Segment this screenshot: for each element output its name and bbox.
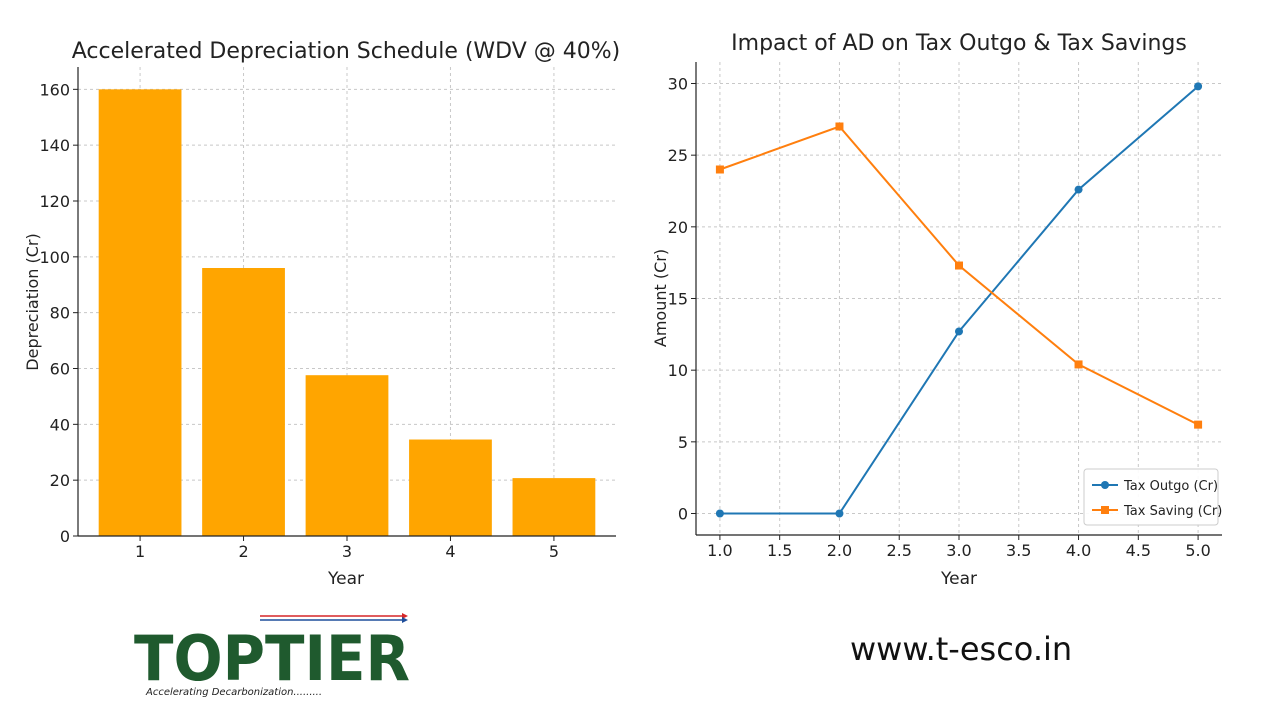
y-tick-label: 100 — [39, 248, 70, 267]
x-tick-label: 5 — [549, 542, 559, 561]
data-point — [835, 122, 844, 131]
series-line-tax-outgo — [719, 85, 1199, 515]
bar-chart-x-ticks: 1 2 3 4 5 — [135, 536, 559, 561]
data-point — [1194, 82, 1203, 91]
logo-wordmark: TOPTIER — [134, 622, 410, 695]
legend-marker — [1101, 481, 1109, 489]
y-tick-label: 60 — [50, 360, 70, 379]
x-tick-label: 2.0 — [827, 541, 852, 560]
bar-year-1 — [98, 89, 182, 536]
blue-arrow-head-icon — [402, 617, 408, 623]
y-tick-label: 20 — [50, 471, 70, 490]
data-point — [715, 165, 724, 174]
bar-year-5 — [512, 478, 596, 536]
depreciation-bar-chart: Accelerated Depreciation Schedule (WDV @… — [23, 39, 621, 589]
data-point — [715, 509, 724, 518]
x-tick-label: 4.0 — [1066, 541, 1091, 560]
legend-label: Tax Saving (Cr) — [1123, 504, 1222, 519]
y-tick-label: 0 — [678, 505, 688, 524]
bar-chart-x-label: Year — [327, 569, 364, 589]
data-point — [1074, 185, 1083, 194]
y-tick-label: 80 — [50, 304, 70, 323]
y-tick-label: 25 — [668, 146, 688, 165]
bar-chart-title: Accelerated Depreciation Schedule (WDV @… — [72, 39, 621, 64]
legend-marker — [1101, 506, 1109, 514]
data-point — [1194, 420, 1203, 429]
x-tick-label: 3.5 — [1006, 541, 1031, 560]
y-tick-label: 160 — [39, 80, 70, 99]
x-tick-label: 5.0 — [1185, 541, 1210, 560]
website-url: www.t-esco.in — [850, 630, 1073, 668]
x-tick-label: 1.5 — [767, 541, 792, 560]
red-arrow-head-icon — [402, 613, 408, 619]
line-chart-x-ticks: 1.0 1.5 2.0 2.5 3.0 3.5 4.0 4.5 5.0 — [707, 535, 1211, 560]
tax-impact-line-chart: Impact of AD on Tax Outgo & Tax Savings … — [651, 31, 1222, 589]
bar-year-4 — [409, 439, 492, 536]
line-chart-x-label: Year — [940, 569, 977, 589]
y-tick-label: 10 — [668, 361, 688, 380]
line-chart-y-ticks: 0 5 10 15 20 25 30 — [668, 75, 696, 524]
line-chart-legend: Tax Outgo (Cr) Tax Saving (Cr) — [1083, 468, 1222, 526]
data-point — [1074, 360, 1083, 369]
legend-label: Tax Outgo (Cr) — [1123, 479, 1218, 494]
y-tick-label: 15 — [668, 290, 688, 309]
y-tick-label: 140 — [39, 136, 70, 155]
x-tick-label: 1 — [135, 542, 145, 561]
data-point — [835, 509, 844, 518]
data-point — [955, 327, 963, 336]
line-chart-title: Impact of AD on Tax Outgo & Tax Savings — [731, 31, 1187, 56]
data-point — [955, 261, 963, 270]
line-chart-y-label: Amount (Cr) — [651, 249, 670, 347]
x-tick-label: 1.0 — [707, 541, 732, 560]
y-tick-label: 5 — [678, 433, 688, 452]
y-tick-label: 30 — [668, 75, 688, 94]
x-tick-label: 2 — [238, 542, 248, 561]
logo-tagline: Accelerating Decarbonization......... — [145, 687, 322, 698]
x-tick-label: 3 — [342, 542, 352, 561]
x-tick-label: 4 — [445, 542, 455, 561]
toptier-logo-graphic: TOPTIER Accelerating Decarbonization....… — [134, 613, 410, 698]
y-tick-label: 40 — [50, 415, 70, 434]
bar-chart-bars — [98, 89, 596, 536]
bar-year-3 — [305, 375, 389, 536]
y-tick-label: 20 — [668, 218, 688, 237]
x-tick-label: 4.5 — [1126, 541, 1151, 560]
bar-chart-y-ticks: 0 20 40 60 80 100 120 140 160 — [39, 80, 78, 546]
line-chart-series — [715, 82, 1203, 518]
x-tick-label: 3.0 — [946, 541, 971, 560]
bar-chart-y-label: Depreciation (Cr) — [23, 233, 42, 370]
x-tick-label: 2.5 — [887, 541, 912, 560]
y-tick-label: 0 — [60, 527, 70, 546]
toptier-logo: TOPTIER Accelerating Decarbonization....… — [130, 610, 430, 710]
y-tick-label: 120 — [39, 192, 70, 211]
bar-year-2 — [202, 268, 285, 536]
